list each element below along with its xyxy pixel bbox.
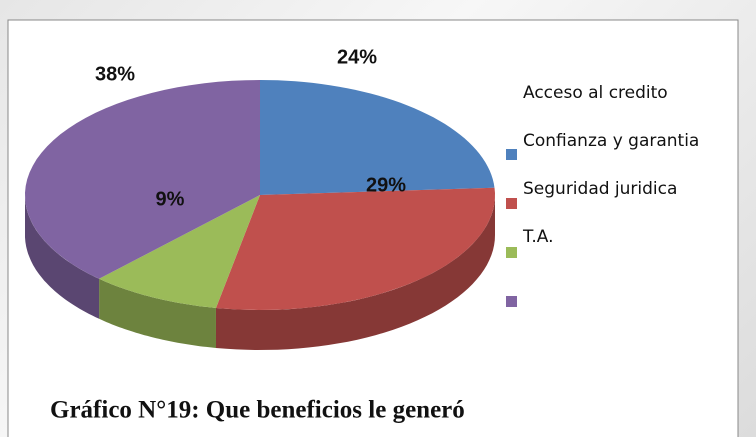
data-label: 38% bbox=[95, 63, 135, 85]
legend-swatch bbox=[506, 247, 517, 258]
legend-swatch bbox=[506, 296, 517, 307]
legend-label: Seguridad juridica bbox=[523, 179, 677, 199]
slice bbox=[25, 80, 260, 279]
legend-label: Confianza y garantia bbox=[523, 131, 699, 151]
slice-side bbox=[216, 195, 495, 350]
data-label: 29% bbox=[366, 174, 406, 196]
legend-label: Acceso al credito bbox=[523, 83, 668, 103]
legend-label: T.A. bbox=[522, 227, 554, 247]
legend-swatch bbox=[506, 198, 517, 209]
slice bbox=[260, 80, 495, 195]
data-label: 9% bbox=[156, 188, 185, 210]
slice-side bbox=[99, 278, 216, 348]
data-label: 24% bbox=[337, 46, 377, 68]
chart-title: Gráfico N°19: Que beneficios le generó bbox=[50, 397, 465, 424]
slice bbox=[99, 195, 260, 308]
legend-swatch bbox=[506, 149, 517, 160]
slice bbox=[216, 187, 495, 310]
slice-side bbox=[25, 195, 100, 319]
